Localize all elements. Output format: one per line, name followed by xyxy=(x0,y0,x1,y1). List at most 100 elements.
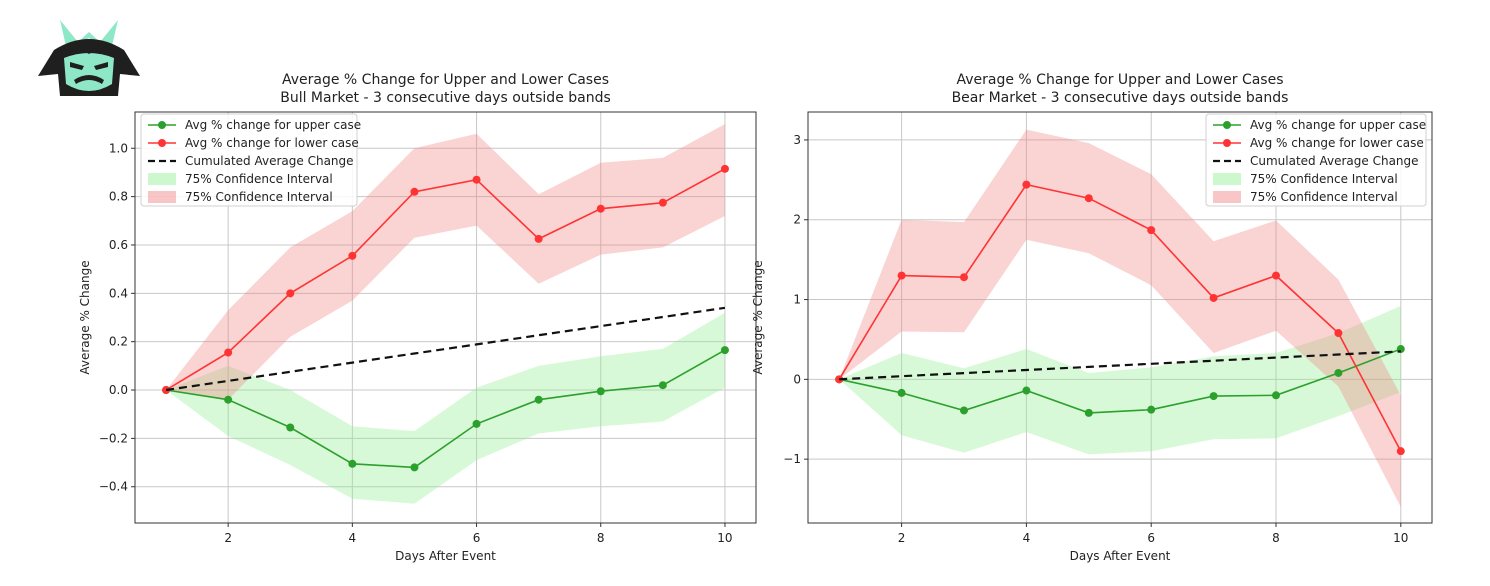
y-tick-label: 1 xyxy=(793,293,801,307)
legend-ci-green-label: 75% Confidence Interval xyxy=(185,172,333,186)
lower-case-point xyxy=(1022,180,1031,189)
x-axis-label: Days After Event xyxy=(395,549,496,563)
chart-1: Average % Change for Upper and Lower Cas… xyxy=(78,72,757,563)
cumulated-average-line xyxy=(165,306,726,392)
x-tick-label: 8 xyxy=(597,531,605,545)
y-tick-label: −0.4 xyxy=(99,480,128,494)
upper-case-point xyxy=(897,388,906,397)
y-tick-label: 0.2 xyxy=(109,335,128,349)
upper-case-point xyxy=(596,387,605,396)
lower-case-point xyxy=(472,175,481,184)
x-tick-label: 4 xyxy=(349,531,357,545)
y-tick-label: 0.6 xyxy=(109,238,128,252)
legend-lower-case-marker xyxy=(158,139,166,147)
legend-ci-red-swatch xyxy=(148,191,176,203)
chart-subtitle: Bull Market - 3 consecutive days outside… xyxy=(280,90,611,106)
y-tick-label: 0.4 xyxy=(109,286,128,300)
x-axis-label: Days After Event xyxy=(1070,549,1171,563)
lower-case-point xyxy=(1396,447,1405,456)
upper-case-point xyxy=(1334,368,1343,377)
y-tick-label: −0.2 xyxy=(99,431,128,445)
upper-case-point xyxy=(224,395,233,404)
upper-case-point xyxy=(720,346,729,355)
upper-case-point xyxy=(960,406,968,415)
upper-case-point xyxy=(1209,392,1218,401)
legend-lower-case-label: Avg % change for lower case xyxy=(185,136,359,150)
legend-lower-case-marker xyxy=(1223,139,1231,147)
lower-case-point xyxy=(1272,271,1280,280)
lower-case-point xyxy=(286,289,295,298)
legend-box xyxy=(140,113,358,207)
legend-upper-case-label: Avg % change for upper case xyxy=(185,118,361,132)
lower-case-point xyxy=(1147,226,1156,235)
confidence-band-upper-case xyxy=(166,312,725,504)
upper-case-line xyxy=(165,349,726,469)
legend-cumulated-label: Cumulated Average Change xyxy=(185,154,354,168)
y-tick-label: 0.0 xyxy=(109,383,128,397)
x-tick-label: 4 xyxy=(1023,531,1031,545)
legend-ci-green-label: 75% Confidence Interval xyxy=(1250,172,1398,186)
chart-title: Average % Change for Upper and Lower Cas… xyxy=(282,72,609,88)
upper-case-point xyxy=(286,423,295,432)
legend: Avg % change for upper case Avg % change … xyxy=(140,113,361,207)
samurai-helmet-logo-icon xyxy=(38,20,140,96)
y-tick-label: 1.0 xyxy=(109,141,128,155)
legend-ci-green-swatch xyxy=(148,173,176,185)
x-tick-label: 10 xyxy=(717,531,732,545)
legend-upper-case-marker xyxy=(1223,121,1231,129)
confidence-band-lower-case xyxy=(839,129,1401,507)
legend-ci-red-swatch xyxy=(1213,191,1241,203)
upper-case-point xyxy=(658,381,667,390)
legend-cumulated-label: Cumulated Average Change xyxy=(1250,154,1419,168)
legend-ci-green-swatch xyxy=(1213,173,1241,185)
chart-2: Average % Change for Upper and Lower Cas… xyxy=(751,72,1433,563)
x-tick-label: 2 xyxy=(898,531,906,545)
legend-lower-case-label: Avg % change for lower case xyxy=(1250,136,1424,150)
upper-case-point xyxy=(1084,408,1093,417)
chart-subtitle: Bear Market - 3 consecutive days outside… xyxy=(952,90,1289,106)
upper-case-point xyxy=(410,463,419,472)
lower-case-point xyxy=(596,204,605,213)
cumulated-average-line xyxy=(839,350,1401,381)
legend-box xyxy=(1205,113,1427,207)
plot-frame xyxy=(807,111,1433,524)
y-tick-label: 0.8 xyxy=(109,190,128,204)
chart-title: Average % Change for Upper and Lower Cas… xyxy=(956,72,1283,88)
upper-case-point xyxy=(1272,391,1280,400)
confidence-band-lower-case xyxy=(166,124,725,400)
x-tick-label: 6 xyxy=(1147,531,1155,545)
lower-case-point xyxy=(1084,194,1093,203)
upper-case-point xyxy=(1147,405,1156,414)
lower-case-point xyxy=(960,273,968,282)
legend-upper-case-label: Avg % change for upper case xyxy=(1250,118,1426,132)
lower-case-point xyxy=(658,198,667,207)
lower-case-point xyxy=(224,348,233,357)
upper-case-line xyxy=(839,348,1402,414)
lower-case-point xyxy=(897,271,906,280)
y-tick-label: 3 xyxy=(793,133,801,147)
y-axis-label: Average % Change xyxy=(751,260,765,374)
lower-case-point xyxy=(410,187,419,196)
lower-case-point xyxy=(348,251,357,260)
y-tick-label: −1 xyxy=(783,452,801,466)
y-tick-label: 2 xyxy=(793,213,801,227)
lower-case-line xyxy=(165,168,726,391)
legend-upper-case-marker xyxy=(158,121,166,129)
upper-case-point xyxy=(1022,386,1031,395)
x-tick-label: 10 xyxy=(1393,531,1408,545)
x-tick-label: 6 xyxy=(473,531,481,545)
lower-case-point xyxy=(1334,329,1343,338)
y-axis-label: Average % Change xyxy=(78,260,92,374)
confidence-band-upper-case xyxy=(839,305,1401,455)
lower-case-point xyxy=(1209,293,1218,302)
upper-case-point xyxy=(534,395,543,404)
plot-frame xyxy=(134,111,757,524)
legend-ci-red-label: 75% Confidence Interval xyxy=(1250,190,1398,204)
lower-case-point xyxy=(534,234,543,243)
x-tick-label: 8 xyxy=(1272,531,1280,545)
legend-ci-red-label: 75% Confidence Interval xyxy=(185,190,333,204)
upper-case-point xyxy=(472,419,481,428)
upper-case-point xyxy=(348,459,357,468)
